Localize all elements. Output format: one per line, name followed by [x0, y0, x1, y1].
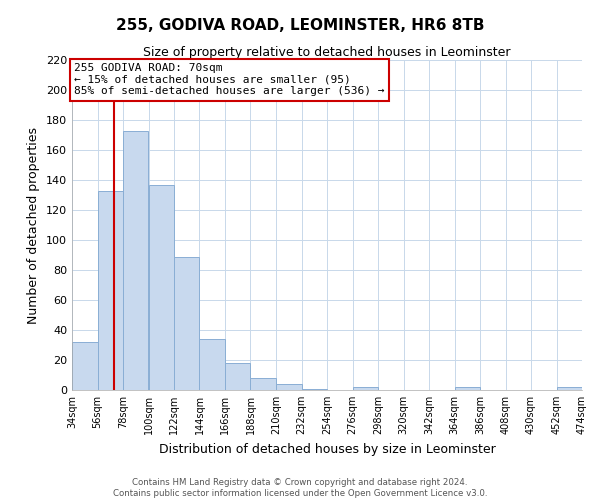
Y-axis label: Number of detached properties: Number of detached properties — [28, 126, 40, 324]
Text: Contains HM Land Registry data © Crown copyright and database right 2024.
Contai: Contains HM Land Registry data © Crown c… — [113, 478, 487, 498]
Bar — [225, 363, 251, 390]
X-axis label: Distribution of detached houses by size in Leominster: Distribution of detached houses by size … — [158, 442, 496, 456]
Title: Size of property relative to detached houses in Leominster: Size of property relative to detached ho… — [143, 46, 511, 59]
Bar — [276, 384, 302, 390]
Bar — [199, 339, 225, 390]
Bar — [557, 387, 582, 390]
Bar — [302, 388, 327, 390]
Text: 255, GODIVA ROAD, LEOMINSTER, HR6 8TB: 255, GODIVA ROAD, LEOMINSTER, HR6 8TB — [116, 18, 484, 32]
Bar — [353, 387, 378, 390]
Text: 255 GODIVA ROAD: 70sqm
← 15% of detached houses are smaller (95)
85% of semi-det: 255 GODIVA ROAD: 70sqm ← 15% of detached… — [74, 63, 385, 96]
Bar — [149, 184, 174, 390]
Bar — [72, 342, 97, 390]
Bar — [123, 130, 148, 390]
Bar — [251, 378, 276, 390]
Bar — [455, 387, 480, 390]
Bar — [174, 256, 199, 390]
Bar — [97, 190, 123, 390]
